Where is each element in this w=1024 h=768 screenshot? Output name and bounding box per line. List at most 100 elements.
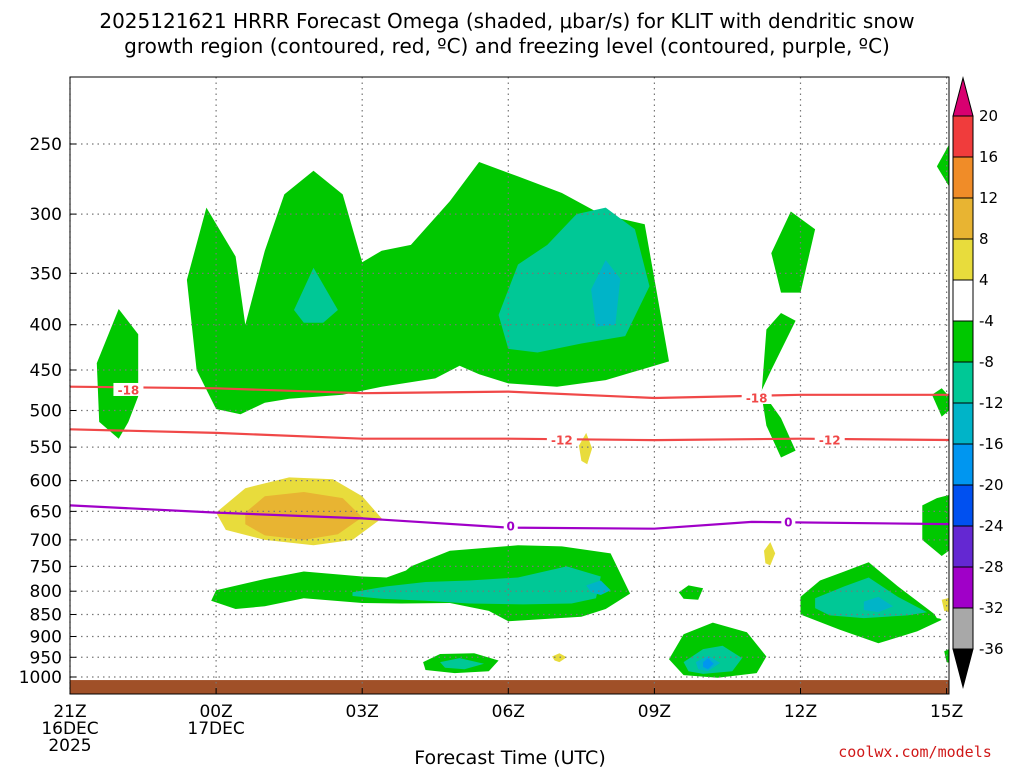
colorbar-tick-label: -24 [979,517,1004,535]
y-tick-label: 250 [30,135,62,155]
colorbar: 20 16 12 8 4 -4 -8 -12 -16 -20 -24 -28 -32 -36 [952,76,1004,689]
isotherm--12 [70,428,949,442]
plot-frame [69,76,950,695]
omega-region-16 [922,495,949,556]
contour-label-bg [741,390,772,404]
y-tick-label: 550 [30,438,62,458]
contour-label: 0 [784,515,792,529]
y-tick-label: 350 [30,264,62,284]
omega-region-5 [761,313,796,458]
omega-region-19 [440,658,484,670]
colorbar-cell [952,402,974,445]
colorbar-tick-label: -20 [979,476,1004,494]
omega-region-38 [449,624,484,634]
x-tick-label: 00Z [199,702,232,722]
omega-region-6 [771,211,816,293]
x-axis-label: Forecast Time (UTC) [414,747,605,768]
y-tick-label: 600 [30,472,62,492]
omega-region-39 [917,660,930,670]
contour-label: -18 [118,383,140,397]
omega-region-8 [936,144,949,187]
omega-region-15 [678,585,704,600]
omega-region-10 [352,566,601,605]
colorbar-cell [952,156,974,199]
x-tick-label: 2025 [48,736,91,756]
y-tick-label: 700 [30,531,62,551]
omega-region-32 [897,216,949,337]
omega-region-0 [186,162,669,415]
contour-label-bg [113,382,144,396]
contour-label-bg [546,433,577,447]
omega-region-3 [591,260,621,327]
credit-text: coolwx.com/models [838,743,992,761]
y-tick-label: 750 [30,557,62,577]
y-tick-label: 1000 [19,668,62,688]
colorbar-tick-label: 8 [979,230,989,248]
colorbar-tick-label: -4 [979,312,994,330]
colorbar-tick-label: -16 [979,435,1004,453]
x-tick-label: 16DEC [41,719,98,739]
colorbar-cell [952,525,974,568]
y-tick-label: 500 [30,402,62,422]
x-tick-label: 12Z [784,702,817,722]
omega-region-34 [941,597,949,612]
colorbar-tick-label: -12 [979,394,1004,412]
contour-label: -12 [551,434,573,448]
colorbar-tick-label: 20 [979,107,998,125]
colorbar-cell [952,361,974,404]
omega-region-33 [922,585,949,621]
contour-label-bg [781,514,796,528]
chart-title-line1: 2025121621 HRRR Forecast Omega (shaded, … [99,9,914,33]
colorbar-cell [952,443,974,486]
colorbar-cell [952,238,974,281]
chart-title-line2: growth region (contoured, red, ºC) and f… [124,34,890,58]
omega-region-14 [863,596,893,613]
omega-region-31 [800,441,859,482]
colorbar-cell [952,76,974,117]
x-tick-label: 15Z [930,702,963,722]
colorbar-cell [952,607,974,650]
omega-region-23 [703,658,714,670]
colorbar-cell [952,197,974,240]
omega-region-36 [508,644,596,668]
plot-area: -18 -18 -12 -12 0 0 [69,76,950,695]
contour-label-bg [814,433,845,447]
y-tick-label: 950 [30,648,62,668]
y-tick-label: 650 [30,502,62,522]
y-tick-label: 850 [30,606,62,626]
colorbar-tick-label: -32 [979,599,1004,617]
omega-region-1 [294,267,338,323]
omega-region-4 [96,309,139,439]
y-tick-label: 800 [30,582,62,602]
colorbar-cell [952,320,974,363]
colorbar-cell [952,566,974,609]
y-tick-label: 900 [30,627,62,647]
x-tick-label: 17DEC [187,719,244,739]
contour-label: -18 [746,391,768,405]
x-tick-label: 03Z [346,702,379,722]
x-tick-label: 09Z [638,702,671,722]
y-tick-label: 400 [30,316,62,336]
omega-region-28 [578,432,593,465]
colorbar-tick-label: -36 [979,640,1004,658]
omega-region-27 [532,414,684,545]
colorbar-tick-label: -8 [979,353,994,371]
isotherm--18 [70,385,949,400]
contour-labels: -18 -18 -12 -12 0 0 [113,382,845,533]
omega-shading [96,144,949,678]
terrain-band [70,680,949,694]
omega-region-30 [764,542,776,566]
y-tick-label: 300 [30,205,62,225]
contour-label: -12 [819,434,841,448]
omega-region-29 [693,504,796,637]
y-tick-label: 450 [30,361,62,381]
colorbar-tick-label: 12 [979,189,998,207]
colorbar-cell [952,484,974,527]
colorbar-tick-label: -28 [979,558,1004,576]
colorbar-tick-label: 16 [979,148,998,166]
contour-label: 0 [507,519,515,533]
colorbar-cell [952,279,974,322]
contour-label-bg [503,518,518,532]
